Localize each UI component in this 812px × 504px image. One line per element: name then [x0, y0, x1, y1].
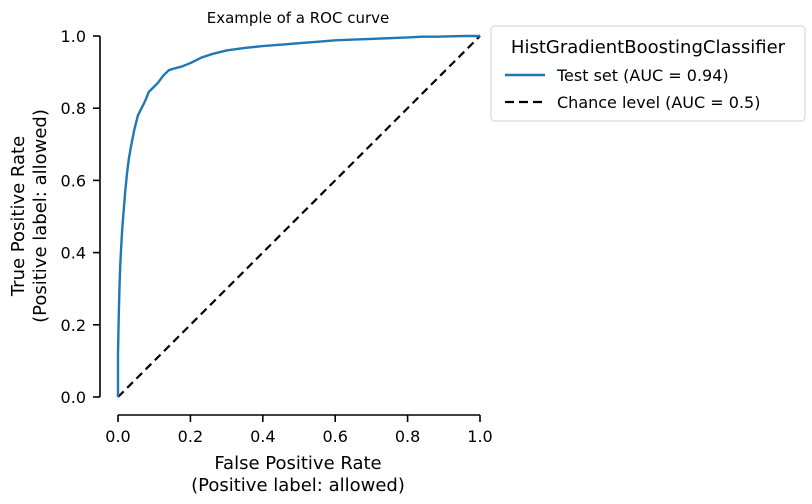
x-axis-sublabel: (Positive label: allowed) [191, 475, 405, 496]
legend-label-chance-level: Chance level (AUC = 0.5) [557, 93, 760, 112]
y-ticks: 0.0 0.2 0.4 0.6 0.8 1.0 [61, 27, 100, 407]
x-tick-label: 0.2 [178, 427, 203, 446]
x-tick-label: 0.4 [250, 427, 275, 446]
y-tick-label: 1.0 [61, 27, 86, 46]
legend-label-test-set: Test set (AUC = 0.94) [556, 66, 729, 85]
y-tick-label: 0.2 [61, 316, 86, 335]
plot-area [116, 34, 481, 398]
y-tick-label: 0.4 [61, 244, 86, 263]
axes: 0.0 0.2 0.4 0.6 0.8 1.0 0.0 0.2 0.4 0.6 0.8 1.0 [61, 27, 493, 446]
y-axis-sublabel: (Positive label: allowed) [30, 109, 51, 323]
y-tick-label: 0.6 [61, 171, 86, 190]
legend-title: HistGradientBoostingClassifier [511, 37, 786, 58]
roc-curve-test-set [116, 34, 480, 397]
legend-frame [490, 25, 806, 122]
x-tick-label: 0.6 [322, 427, 347, 446]
legend: HistGradientBoostingClassifier Test set … [490, 25, 806, 122]
chart-title: Example of a ROC curve [207, 9, 390, 27]
x-tick-label: 1.0 [467, 427, 492, 446]
x-tick-label: 0.8 [395, 427, 420, 446]
series-layer [116, 34, 481, 398]
x-tick-label: 0.0 [105, 427, 130, 446]
y-tick-label: 0.0 [61, 388, 86, 407]
chance-level-line [117, 35, 481, 398]
y-tick-label: 0.8 [61, 99, 86, 118]
y-axis-label: True Positive Rate [8, 136, 29, 297]
x-ticks: 0.0 0.2 0.4 0.6 0.8 1.0 [105, 415, 493, 446]
x-axis-label: False Positive Rate [214, 453, 381, 474]
